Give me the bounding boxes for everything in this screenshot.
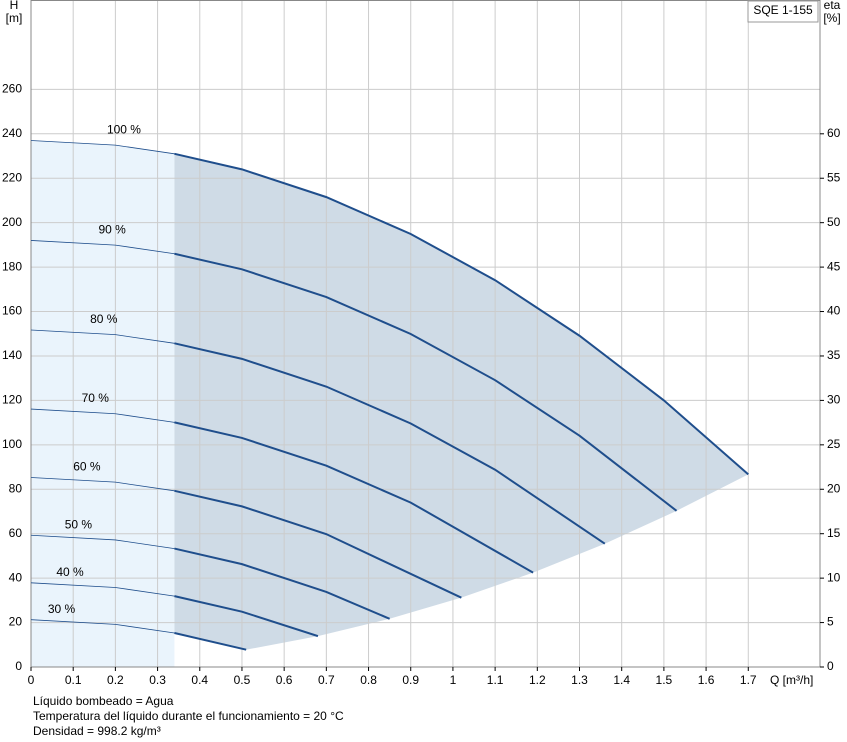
curve-label: 90 % bbox=[99, 223, 127, 237]
y2-tick-label: 20 bbox=[827, 481, 841, 495]
chart-title: SQE 1-155 bbox=[753, 3, 813, 17]
curve bbox=[174, 421, 534, 574]
y-tick-label: 140 bbox=[2, 348, 22, 362]
y-tick-label: 260 bbox=[2, 82, 22, 96]
x-tick-label: 1.7 bbox=[740, 673, 757, 687]
x-tick-label: 0.6 bbox=[276, 673, 293, 687]
footnote: Temperatura del líquido durante el funci… bbox=[33, 709, 344, 723]
curve-label: 40 % bbox=[56, 565, 84, 579]
curve bbox=[174, 152, 749, 476]
y-tick-label: 60 bbox=[9, 526, 23, 540]
x-tick-label: 0.3 bbox=[149, 673, 166, 687]
curve-thin bbox=[30, 240, 175, 255]
x-tick-label: 1.6 bbox=[698, 673, 715, 687]
x-tick-label: 1.4 bbox=[613, 673, 630, 687]
low-flow-area bbox=[31, 140, 175, 668]
x-tick-label: 1.1 bbox=[487, 673, 504, 687]
y-tick-label: 80 bbox=[9, 481, 23, 495]
x-tick-label: 0.4 bbox=[191, 673, 208, 687]
y-tick-label: 100 bbox=[2, 437, 22, 451]
x-tick-label: 0.1 bbox=[65, 673, 82, 687]
y-tick-label: 40 bbox=[9, 570, 23, 584]
legend-box bbox=[747, 0, 819, 23]
x-tick-label: 0 bbox=[28, 673, 35, 687]
x-tick-label: 0.7 bbox=[318, 673, 335, 687]
x-tick-label: 0.8 bbox=[360, 673, 377, 687]
y2-axis-unit: [%] bbox=[823, 11, 840, 25]
x-tick-label: 1 bbox=[450, 673, 457, 687]
x-tick-label: 0.2 bbox=[107, 673, 124, 687]
curve-thin bbox=[30, 582, 175, 597]
curve bbox=[174, 489, 462, 599]
curve-label: 60 % bbox=[73, 460, 101, 474]
y2-tick-label: 60 bbox=[827, 126, 841, 140]
curve-thin bbox=[30, 619, 175, 634]
curve-thin bbox=[30, 140, 175, 155]
y-tick-label: 200 bbox=[2, 215, 22, 229]
y-tick-label: 20 bbox=[9, 615, 23, 629]
curve-thin bbox=[30, 477, 175, 492]
y-axis-label: H bbox=[10, 0, 19, 12]
y2-tick-label: 40 bbox=[827, 304, 841, 318]
x-tick-label: 1.5 bbox=[656, 673, 673, 687]
curve-label: 50 % bbox=[65, 517, 93, 531]
y2-axis-label: eta bbox=[824, 0, 841, 12]
curve-label: 80 % bbox=[90, 312, 118, 326]
y-tick-label: 0 bbox=[15, 659, 22, 673]
y2-tick-label: 5 bbox=[827, 615, 834, 629]
curve-thin bbox=[30, 329, 175, 344]
y2-tick-label: 50 bbox=[827, 215, 841, 229]
x-tick-label: 0.5 bbox=[234, 673, 251, 687]
x-tick-label: 1.3 bbox=[571, 673, 588, 687]
y-tick-label: 180 bbox=[2, 259, 22, 273]
y-tick-label: 220 bbox=[2, 170, 22, 184]
y2-tick-label: 35 bbox=[827, 348, 841, 362]
y2-tick-label: 0 bbox=[827, 659, 834, 673]
x-axis-label: Q [m³/h] bbox=[770, 673, 813, 687]
curve-label: 100 % bbox=[107, 123, 141, 137]
y2-tick-label: 30 bbox=[827, 393, 841, 407]
y2-tick-label: 55 bbox=[827, 170, 841, 184]
operating-area bbox=[174, 153, 749, 650]
x-tick-label: 1.2 bbox=[529, 673, 546, 687]
curve-label: 70 % bbox=[82, 391, 110, 405]
plot-frame bbox=[30, 0, 821, 668]
curve bbox=[174, 547, 391, 620]
curve-thin bbox=[30, 408, 175, 423]
footnote: Líquido bombeado = Agua bbox=[33, 694, 174, 708]
x-tick-label: 0.9 bbox=[402, 673, 419, 687]
y2-tick-label: 10 bbox=[827, 570, 841, 584]
curve-thin bbox=[30, 534, 175, 549]
y-axis-unit: [m] bbox=[6, 11, 23, 25]
footnote: Densidad = 998.2 kg/m³ bbox=[33, 724, 161, 738]
curve bbox=[174, 342, 606, 545]
y2-tick-label: 15 bbox=[827, 526, 841, 540]
curve bbox=[174, 595, 319, 638]
y-tick-label: 120 bbox=[2, 393, 22, 407]
y-tick-label: 160 bbox=[2, 304, 22, 318]
curve-label: 30 % bbox=[48, 602, 76, 616]
curve bbox=[174, 632, 247, 651]
y2-tick-label: 45 bbox=[827, 259, 841, 273]
y2-tick-label: 25 bbox=[827, 437, 841, 451]
y-tick-label: 240 bbox=[2, 126, 22, 140]
curve bbox=[174, 252, 678, 512]
